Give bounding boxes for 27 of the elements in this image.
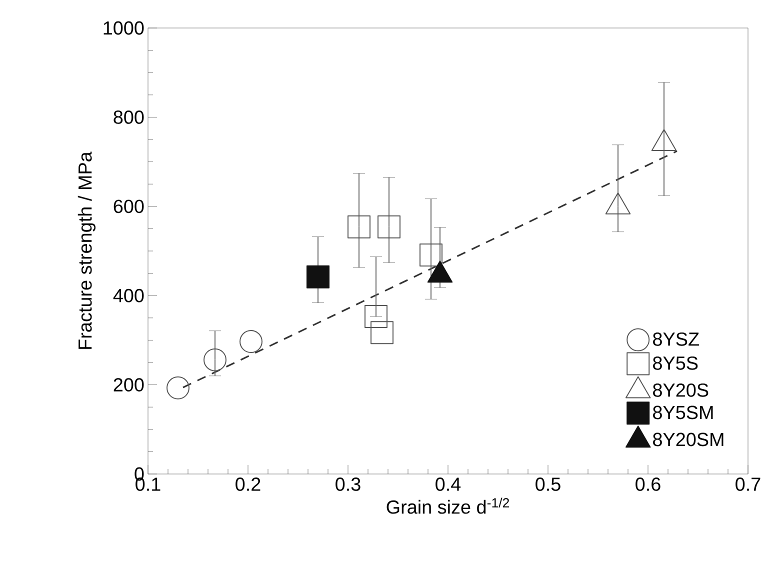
point — [378, 215, 400, 238]
point — [240, 330, 262, 354]
point — [370, 321, 394, 344]
legend-label: 8Y5S — [653, 356, 698, 370]
y-tick-label: 800 — [114, 110, 144, 124]
x-tick-label: 0.4 — [436, 478, 461, 491]
x-tick-label: 0.5 — [536, 478, 560, 491]
point — [364, 305, 388, 328]
legend-label: 8Y20S — [653, 383, 708, 397]
y-axis-title: Fracture strength / MPa — [78, 152, 96, 349]
point — [420, 244, 442, 267]
point — [204, 348, 226, 372]
legend-label: 8YSZ — [653, 332, 699, 346]
point — [348, 215, 370, 238]
x-tick-label: 0.7 — [736, 478, 760, 491]
y-tick-label: 1000 — [104, 21, 144, 35]
y-tick-label: 600 — [114, 200, 144, 214]
point — [306, 265, 330, 288]
y-tick-label: 200 — [114, 378, 144, 392]
x-axis-title: Grain size d$^{-1/2}$ — [386, 498, 509, 514]
legend-label: 8Y20SM — [653, 432, 724, 446]
x-tick-label: 0.6 — [636, 478, 660, 491]
y-tick-label: 400 — [113, 288, 144, 302]
legend-label: 8Y5SM — [653, 406, 713, 420]
x-tick-label: 0.2 — [236, 478, 260, 491]
point — [166, 376, 190, 400]
x-tick-label: 0.3 — [336, 478, 360, 491]
